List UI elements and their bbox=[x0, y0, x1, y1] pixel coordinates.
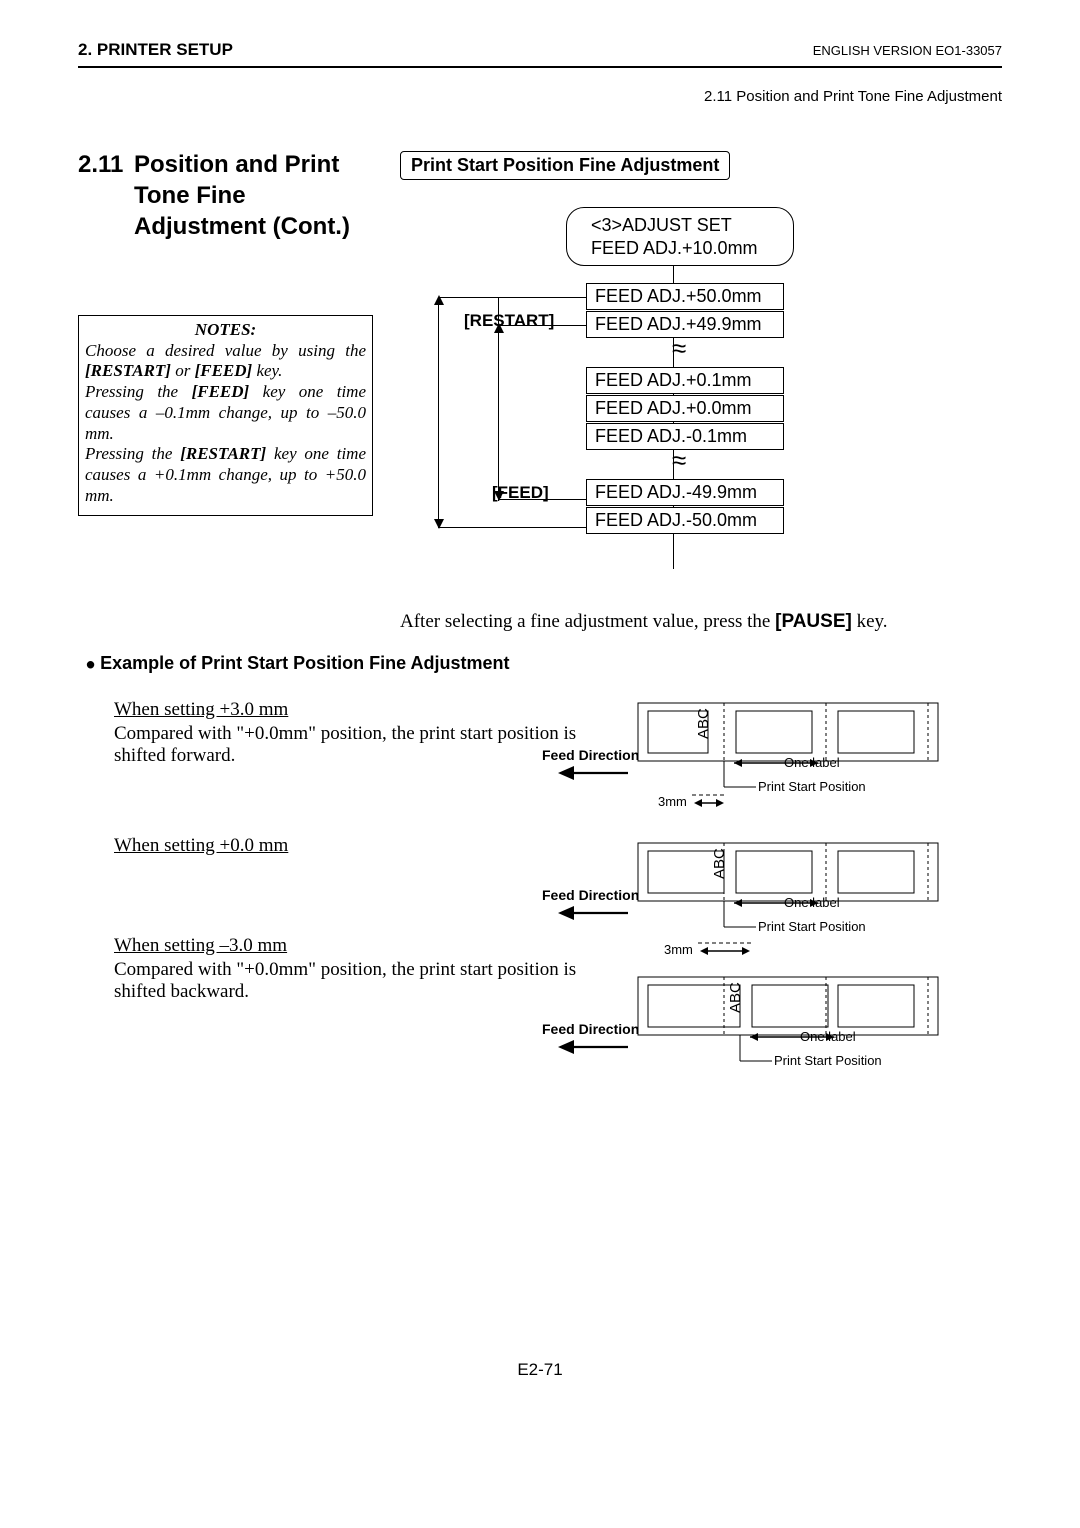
feed-direction-label: Feed Direction bbox=[542, 747, 639, 763]
psp-label: Print Start Position bbox=[758, 919, 866, 934]
example-block: When setting +0.0 mm bbox=[114, 835, 288, 857]
value-item: FEED ADJ.+50.0mm bbox=[586, 283, 784, 310]
diagram: ABC Feed Direction One label Print Start bbox=[508, 695, 978, 825]
header-divider bbox=[78, 66, 1002, 68]
lcd-line-2: FEED ADJ.+10.0mm bbox=[591, 237, 775, 260]
psp-label: Print Start Position bbox=[758, 779, 866, 794]
dist-label: 3mm bbox=[664, 942, 693, 957]
notes-box: NOTES: Choose a desired value by using t… bbox=[78, 315, 373, 516]
page-number: E2-71 bbox=[0, 1360, 1080, 1380]
example-heading: When setting +0.0 mm bbox=[114, 835, 288, 857]
lcd-line-1: <3>ADJUST SET bbox=[591, 214, 775, 237]
dist-label: 3mm bbox=[658, 794, 687, 809]
after-select-text: After selecting a fine adjustment value,… bbox=[400, 611, 1000, 633]
one-label: One label bbox=[784, 755, 840, 770]
feed-direction-label: Feed Direction bbox=[542, 887, 639, 903]
diagram: ABC Feed Direction One label Print Start… bbox=[508, 835, 978, 965]
feed-direction-label: Feed Direction bbox=[542, 1021, 639, 1037]
header-section: 2.11 Position and Print Tone Fine Adjust… bbox=[78, 88, 1002, 105]
lcd-display: <3>ADJUST SET FEED ADJ.+10.0mm bbox=[566, 207, 794, 266]
ellipsis-icon: ≈ bbox=[672, 445, 686, 476]
connector bbox=[673, 533, 674, 553]
section-name: Position and Print Tone Fine Adjustment … bbox=[134, 149, 369, 243]
abc-text: ABC bbox=[695, 708, 712, 739]
value-item: FEED ADJ.+0.1mm bbox=[586, 367, 784, 394]
header-chapter: 2. PRINTER SETUP bbox=[78, 40, 233, 60]
ellipsis-icon: ≈ bbox=[672, 333, 686, 364]
one-label: One label bbox=[784, 895, 840, 910]
subheading: Print Start Position Fine Adjustment bbox=[400, 151, 730, 180]
svg-text:ABC: ABC bbox=[727, 982, 744, 1013]
notes-title: NOTES: bbox=[85, 320, 366, 341]
notes-line-1: Choose a desired value by using the [RES… bbox=[85, 341, 366, 382]
value-item: FEED ADJ.-50.0mm bbox=[586, 507, 784, 534]
connector bbox=[673, 265, 674, 283]
arrow-guide bbox=[438, 297, 586, 527]
example-title: • Example of Print Start Position Fine A… bbox=[86, 653, 510, 674]
psp-label: Print Start Position bbox=[774, 1053, 882, 1068]
section-title: 2.11Position and Print Tone Fine Adjustm… bbox=[78, 149, 378, 243]
header-version: ENGLISH VERSION EO1-33057 bbox=[813, 43, 1002, 58]
notes-line-2: Pressing the [FEED] key one time causes … bbox=[85, 382, 366, 444]
svg-text:ABC: ABC bbox=[711, 848, 728, 879]
diagram: ABC Feed Direction One label Print Start… bbox=[508, 969, 978, 1099]
value-item: FEED ADJ.+0.0mm bbox=[586, 395, 784, 422]
section-number: 2.11 bbox=[78, 149, 134, 180]
notes-line-3: Pressing the [RESTART] key one time caus… bbox=[85, 444, 366, 506]
one-label: One label bbox=[800, 1029, 856, 1044]
value-item: FEED ADJ.-49.9mm bbox=[586, 479, 784, 506]
